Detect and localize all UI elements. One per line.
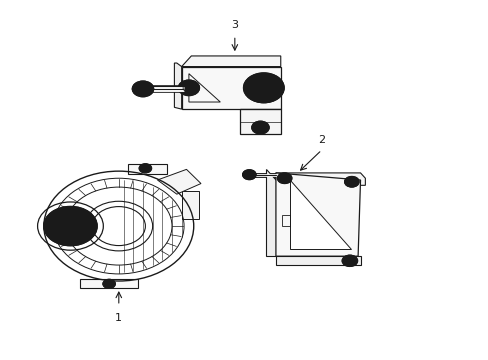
Polygon shape — [174, 63, 181, 109]
Circle shape — [242, 170, 256, 180]
Polygon shape — [181, 191, 198, 219]
Circle shape — [342, 255, 357, 266]
Polygon shape — [275, 173, 365, 185]
Polygon shape — [80, 279, 138, 288]
Polygon shape — [275, 173, 360, 256]
Circle shape — [243, 73, 284, 103]
Polygon shape — [265, 169, 275, 256]
Circle shape — [102, 279, 115, 288]
Circle shape — [178, 80, 199, 96]
Polygon shape — [128, 164, 167, 174]
Circle shape — [44, 207, 97, 246]
Circle shape — [139, 164, 151, 173]
Circle shape — [277, 173, 291, 184]
Polygon shape — [157, 169, 201, 194]
Polygon shape — [290, 180, 350, 249]
Polygon shape — [275, 256, 360, 265]
Text: 2: 2 — [318, 135, 325, 145]
Polygon shape — [181, 56, 280, 67]
Polygon shape — [181, 67, 280, 109]
Circle shape — [251, 121, 268, 134]
Circle shape — [344, 176, 358, 187]
Polygon shape — [239, 109, 280, 134]
Circle shape — [132, 81, 153, 97]
Text: 1: 1 — [115, 313, 122, 323]
Text: 3: 3 — [231, 21, 238, 31]
